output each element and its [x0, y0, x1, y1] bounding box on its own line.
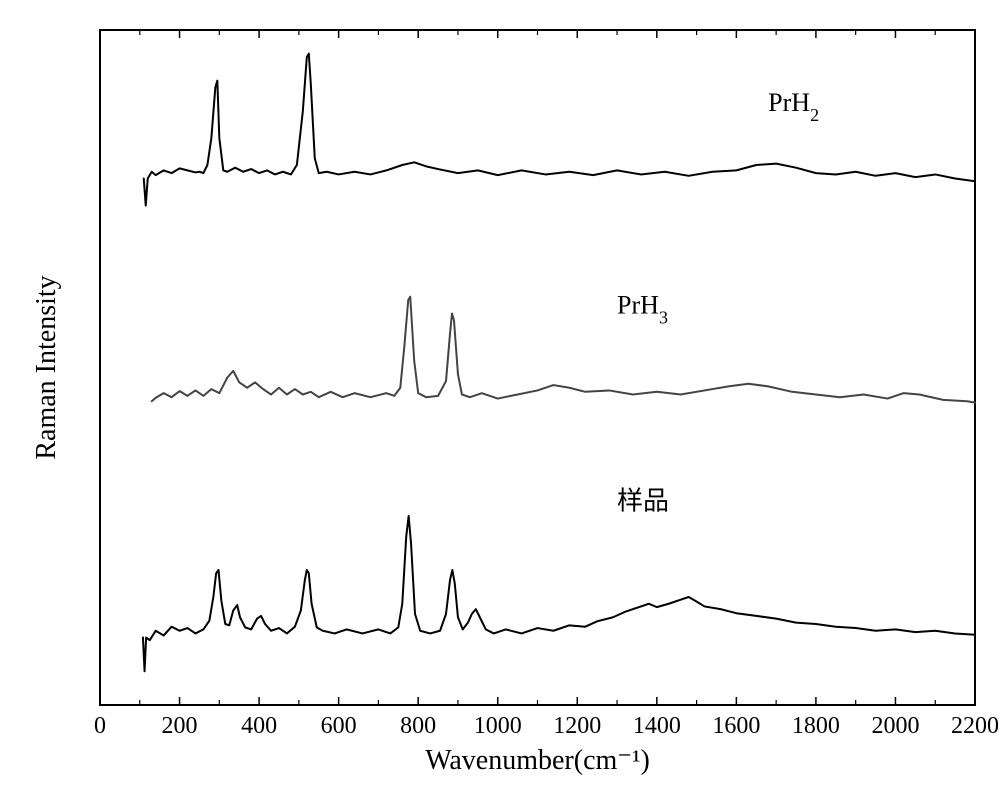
- svg-text:1800: 1800: [792, 713, 840, 739]
- svg-text:1200: 1200: [553, 713, 601, 739]
- svg-text:样品: 样品: [617, 486, 669, 515]
- svg-text:600: 600: [321, 713, 357, 739]
- svg-text:Raman Intensity: Raman Intensity: [31, 275, 62, 459]
- svg-text:200: 200: [162, 713, 198, 739]
- svg-text:PrH3: PrH3: [617, 291, 668, 328]
- svg-text:PrH2: PrH2: [768, 88, 819, 125]
- svg-text:1600: 1600: [712, 713, 760, 739]
- svg-text:2000: 2000: [871, 713, 919, 739]
- svg-text:Wavenumber(cm⁻¹): Wavenumber(cm⁻¹): [425, 745, 650, 776]
- chart-svg: 0 200 400 600 800 1000 1200 1400 1600 1800 2000 220…: [0, 0, 1000, 792]
- svg-text:2200: 2200: [951, 713, 999, 739]
- svg-text:1400: 1400: [633, 713, 681, 739]
- raman-spectra-chart: 0 200 400 600 800 1000 1200 1400 1600 1800 2000 220…: [0, 0, 1000, 792]
- svg-text:400: 400: [241, 713, 277, 739]
- svg-text:800: 800: [400, 713, 436, 739]
- svg-text:1000: 1000: [474, 713, 522, 739]
- svg-text:0: 0: [94, 713, 106, 739]
